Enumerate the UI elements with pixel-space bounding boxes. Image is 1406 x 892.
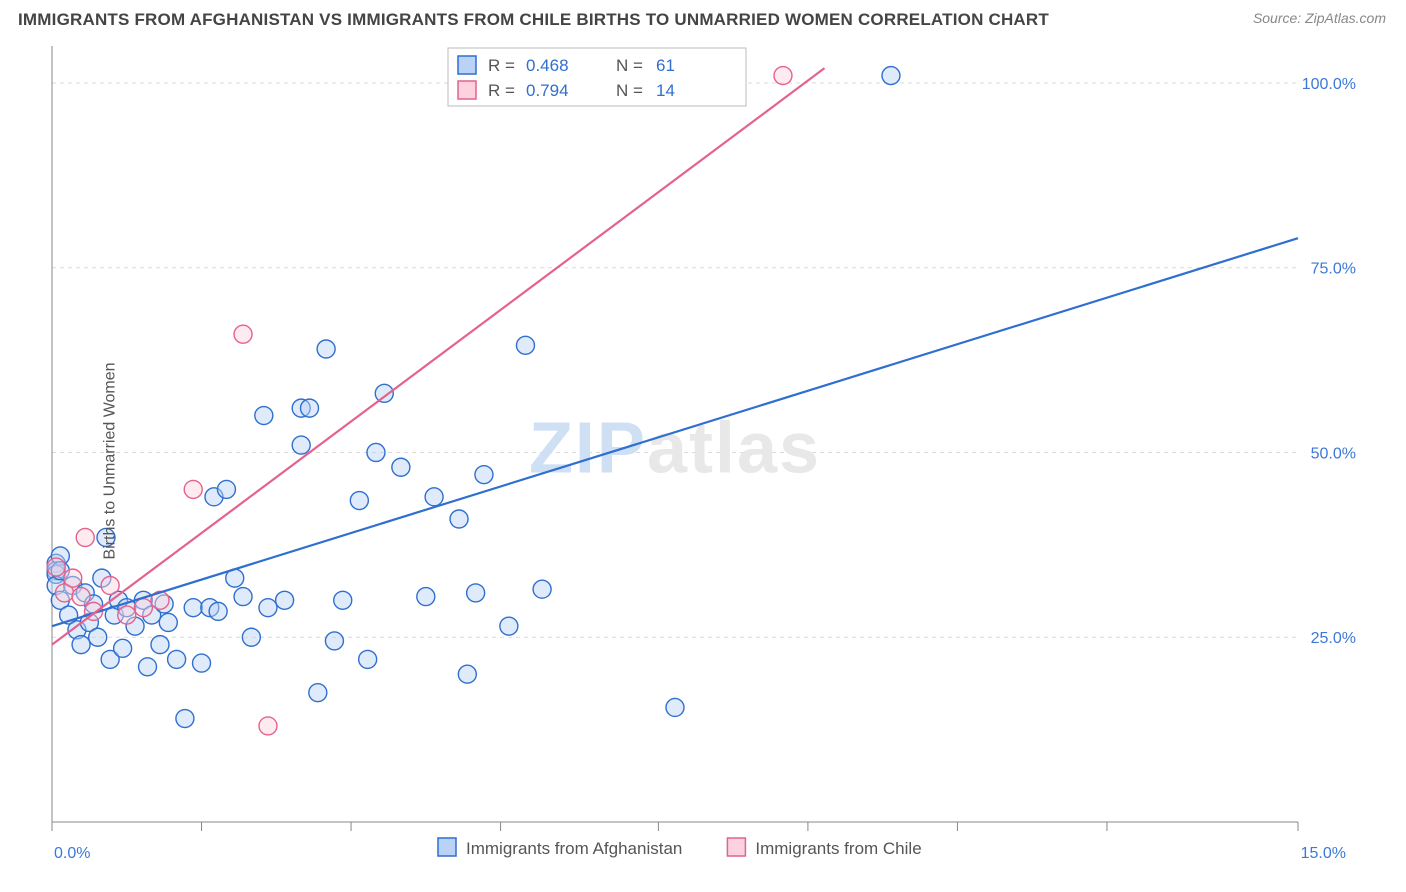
data-point-afghanistan [159, 613, 177, 631]
data-point-afghanistan [475, 466, 493, 484]
data-point-chile [134, 599, 152, 617]
data-point-afghanistan [89, 628, 107, 646]
data-point-afghanistan [309, 684, 327, 702]
trend-line-chile [52, 68, 825, 644]
legend-r-label: R = [488, 56, 515, 75]
y-tick-label: 50.0% [1311, 445, 1356, 462]
data-point-afghanistan [255, 407, 273, 425]
data-point-afghanistan [392, 458, 410, 476]
data-point-afghanistan [114, 639, 132, 657]
chart-header: IMMIGRANTS FROM AFGHANISTAN VS IMMIGRANT… [0, 0, 1406, 34]
data-point-afghanistan [325, 632, 343, 650]
legend-n-value: 14 [656, 81, 675, 100]
data-point-afghanistan [317, 340, 335, 358]
chart-container: Births to Unmarried Women ZIPatlas 0.0% 15… [18, 40, 1396, 882]
data-point-afghanistan [209, 602, 227, 620]
data-point-afghanistan [234, 588, 252, 606]
legend-n-label: N = [616, 56, 643, 75]
data-point-afghanistan [193, 654, 211, 672]
data-point-afghanistan [458, 665, 476, 683]
data-point-afghanistan [533, 580, 551, 598]
y-axis-label: Births to Unmarried Women [102, 362, 120, 559]
chart-title: IMMIGRANTS FROM AFGHANISTAN VS IMMIGRANT… [18, 10, 1049, 30]
data-point-chile [774, 67, 792, 85]
legend-n-label: N = [616, 81, 643, 100]
y-tick-label: 75.0% [1311, 261, 1356, 278]
legend-n-value: 61 [656, 56, 675, 75]
x-tick-label: 0.0% [54, 845, 90, 862]
data-point-chile [76, 528, 94, 546]
data-point-afghanistan [467, 584, 485, 602]
data-point-afghanistan [516, 336, 534, 354]
data-point-chile [259, 717, 277, 735]
data-point-chile [64, 569, 82, 587]
chart-source: Source: ZipAtlas.com [1253, 10, 1386, 26]
legend-r-value: 0.794 [526, 81, 569, 100]
y-tick-label: 25.0% [1311, 630, 1356, 647]
data-point-afghanistan [500, 617, 518, 635]
legend-r-value: 0.468 [526, 56, 569, 75]
trend-line-afghanistan [52, 238, 1298, 626]
data-point-afghanistan [184, 599, 202, 617]
legend-swatch [458, 56, 476, 74]
legend-series-label: Immigrants from Afghanistan [466, 839, 682, 858]
legend-series-label: Immigrants from Chile [755, 839, 921, 858]
data-point-afghanistan [276, 591, 294, 609]
data-point-afghanistan [334, 591, 352, 609]
data-point-chile [72, 588, 90, 606]
data-point-afghanistan [217, 480, 235, 498]
legend-swatch [458, 81, 476, 99]
data-point-afghanistan [301, 399, 319, 417]
data-point-afghanistan [259, 599, 277, 617]
data-point-afghanistan [242, 628, 260, 646]
data-point-afghanistan [367, 443, 385, 461]
data-point-afghanistan [151, 636, 169, 654]
legend-swatch [438, 838, 456, 856]
data-point-afghanistan [666, 698, 684, 716]
data-point-afghanistan [176, 710, 194, 728]
data-point-chile [234, 325, 252, 343]
data-point-afghanistan [350, 492, 368, 510]
data-point-chile [101, 577, 119, 595]
data-point-afghanistan [292, 436, 310, 454]
data-point-afghanistan [450, 510, 468, 528]
legend-swatch [727, 838, 745, 856]
watermark: ZIPatlas [529, 408, 821, 488]
scatter-chart: ZIPatlas 0.0% 15.0% 25.0% 50.0% 75.0% 100.0% R … [18, 40, 1378, 882]
y-tick-label: 100.0% [1302, 76, 1356, 93]
data-point-afghanistan [882, 67, 900, 85]
x-tick-label: 15.0% [1301, 845, 1346, 862]
data-point-afghanistan [425, 488, 443, 506]
data-point-afghanistan [139, 658, 157, 676]
data-point-afghanistan [168, 650, 186, 668]
data-point-chile [118, 606, 136, 624]
data-point-chile [184, 480, 202, 498]
data-point-afghanistan [417, 588, 435, 606]
data-point-chile [47, 558, 65, 576]
data-point-afghanistan [359, 650, 377, 668]
legend-r-label: R = [488, 81, 515, 100]
data-point-afghanistan [72, 636, 90, 654]
